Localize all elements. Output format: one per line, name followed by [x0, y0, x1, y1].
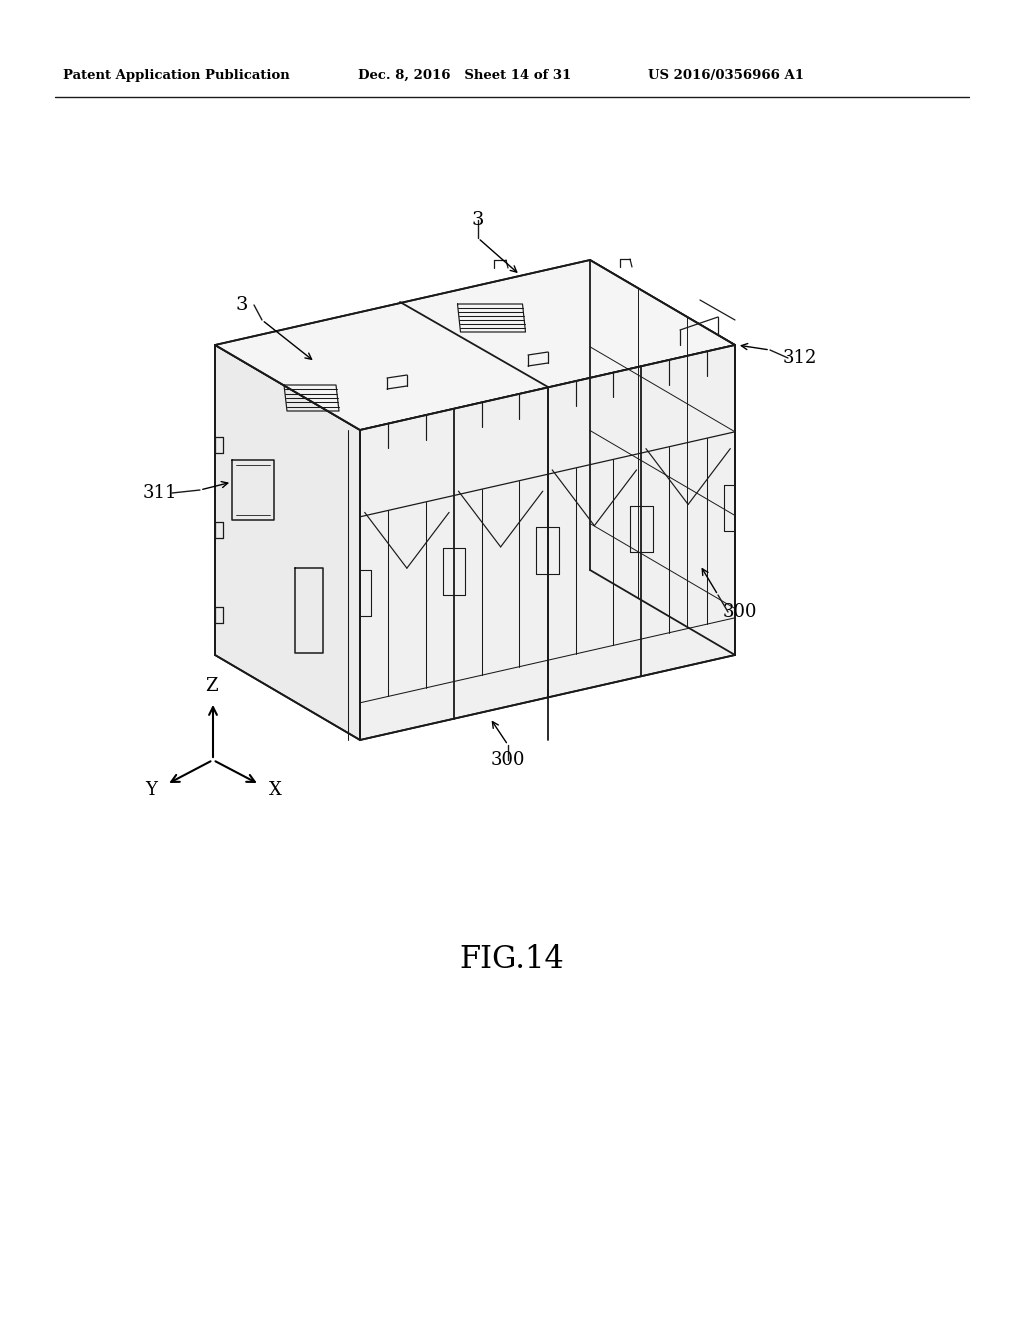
Polygon shape	[215, 345, 360, 741]
Text: 3: 3	[236, 296, 248, 314]
Text: Patent Application Publication: Patent Application Publication	[63, 69, 290, 82]
Polygon shape	[360, 345, 735, 741]
Text: 300: 300	[490, 751, 525, 770]
Polygon shape	[590, 260, 735, 655]
Text: FIG.14: FIG.14	[460, 945, 564, 975]
Text: 311: 311	[142, 484, 177, 502]
Text: US 2016/0356966 A1: US 2016/0356966 A1	[648, 69, 804, 82]
Polygon shape	[215, 260, 735, 430]
Text: 300: 300	[723, 603, 758, 620]
Text: 312: 312	[782, 348, 817, 367]
Text: Y: Y	[144, 781, 157, 800]
Text: Dec. 8, 2016   Sheet 14 of 31: Dec. 8, 2016 Sheet 14 of 31	[358, 69, 571, 82]
Text: X: X	[269, 781, 282, 800]
Text: 3: 3	[472, 211, 484, 228]
Text: Z: Z	[205, 677, 217, 696]
